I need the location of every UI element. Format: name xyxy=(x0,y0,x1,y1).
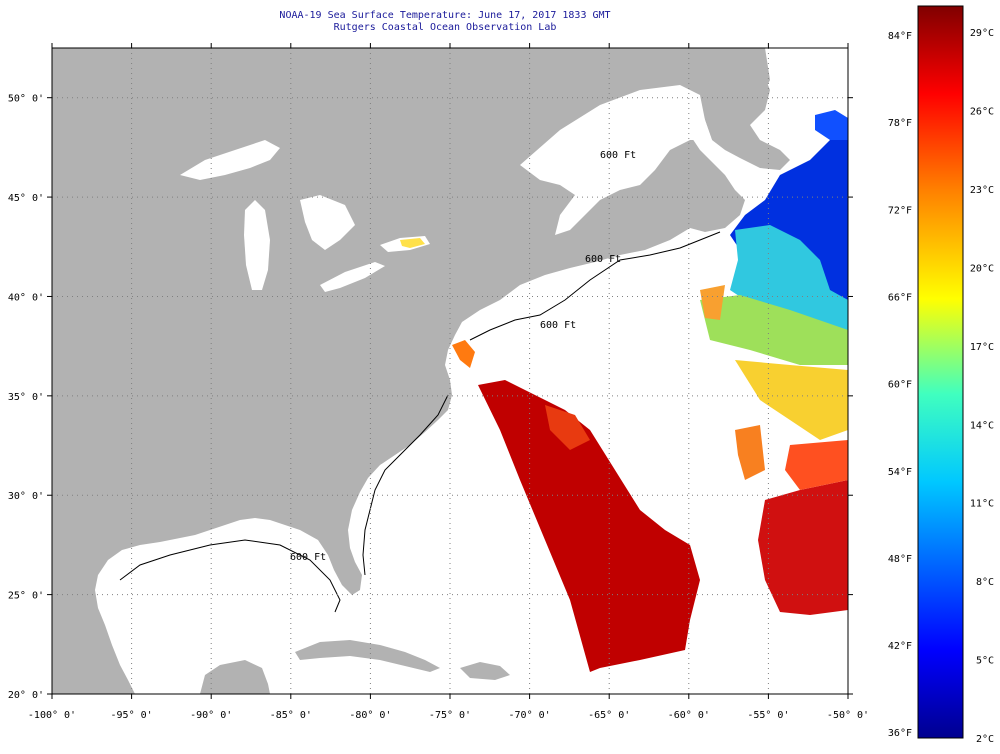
sst-orange xyxy=(735,425,765,480)
colorbar-c-label: 8°C xyxy=(976,577,994,588)
colorbar-f-label: 66°F xyxy=(888,292,912,303)
shelf-contour xyxy=(469,231,721,341)
latitude-labels: 20° 0' 25° 0' 30° 0' 35° 0' 40° 0' 45° 0' 50° … xyxy=(8,94,44,701)
lake-erie xyxy=(320,262,385,292)
lat-tick-label: 30° 0' xyxy=(8,491,44,502)
lake-michigan xyxy=(244,200,270,290)
land-cuba xyxy=(295,640,440,672)
map-subtitle: Rutgers Coastal Ocean Observation Lab xyxy=(333,22,557,33)
colorbar-f-label: 54°F xyxy=(888,467,912,478)
colorbar-c-label: 17°C xyxy=(970,342,994,353)
colorbar-c-label: 11°C xyxy=(970,499,994,510)
colorbar-f-label: 78°F xyxy=(888,118,912,129)
lat-tick-label: 20° 0' xyxy=(8,690,44,701)
contour-label: 600 Ft xyxy=(600,150,636,161)
lon-tick-label: -85° 0' xyxy=(270,710,312,721)
lon-tick-label: -100° 0' xyxy=(28,710,76,721)
contour-label: 600 Ft xyxy=(540,320,576,331)
colorbar-f-label: 72°F xyxy=(888,205,912,216)
sst-swath-east xyxy=(758,480,848,615)
land-newfoundland xyxy=(698,55,790,170)
contour-label: 600 Ft xyxy=(585,254,621,265)
gulf-contour xyxy=(119,539,341,613)
contour-label: 600 Ft xyxy=(290,552,326,563)
lon-tick-label: -50° 0' xyxy=(827,710,869,721)
lon-tick-label: -95° 0' xyxy=(111,710,153,721)
colorbar-f-label: 42°F xyxy=(888,641,912,652)
sst-swath-west-warm xyxy=(545,405,590,450)
lat-tick-label: 50° 0' xyxy=(8,94,44,105)
gulf-st-lawrence xyxy=(520,85,712,235)
sst-mid-yellow xyxy=(735,360,848,440)
land-nova-scotia xyxy=(688,195,718,228)
lon-tick-label: -60° 0' xyxy=(668,710,710,721)
colorbar-f-label: 84°F xyxy=(888,31,912,42)
sst-swath-east-warm xyxy=(785,440,848,490)
lake-superior xyxy=(180,140,280,180)
colorbar-f-label: 60°F xyxy=(888,380,912,391)
colorbar-fahrenheit-labels: 84°F 78°F 72°F 66°F 60°F 54°F 48°F 42°F 36°F xyxy=(888,31,912,739)
map-title: NOAA-19 Sea Surface Temperature: June 17… xyxy=(279,10,611,21)
colorbar-c-label: 20°C xyxy=(970,263,994,274)
lat-tick-label: 40° 0' xyxy=(8,292,44,303)
lon-tick-label: -70° 0' xyxy=(509,710,551,721)
land-hispaniola xyxy=(460,662,510,680)
sst-swath-west xyxy=(478,380,700,672)
lake-ontario-sst xyxy=(400,238,425,248)
colorbar-c-label: 14°C xyxy=(970,420,994,431)
colorbar-f-label: 36°F xyxy=(888,728,912,739)
colorbar-c-label: 26°C xyxy=(970,107,994,118)
colorbar xyxy=(917,5,964,739)
frame-ticks xyxy=(47,43,853,699)
lon-tick-label: -75° 0' xyxy=(429,710,471,721)
lon-tick-label: -90° 0' xyxy=(190,710,232,721)
colorbar-c-label: 29°C xyxy=(970,28,994,39)
colorbar-c-label: 23°C xyxy=(970,185,994,196)
lon-tick-label: -80° 0' xyxy=(349,710,391,721)
shelf-contour-south xyxy=(362,394,449,576)
lat-tick-label: 35° 0' xyxy=(8,392,44,403)
sst-mid-green xyxy=(700,295,848,365)
sst-cold-patch xyxy=(815,110,848,140)
lon-tick-label: -65° 0' xyxy=(588,710,630,721)
land-yucatan xyxy=(200,660,270,694)
lake-huron xyxy=(300,195,355,250)
colorbar-celsius-labels: 29°C 26°C 23°C 20°C 17°C 14°C 11°C 8°C 5°C 2°C xyxy=(970,28,994,745)
colorbar-c-label: 5°C xyxy=(976,656,994,667)
colorbar-c-label: 2°C xyxy=(976,734,994,745)
sst-swath-west-edge xyxy=(452,340,475,368)
lon-tick-label: -55° 0' xyxy=(747,710,789,721)
colorbar-f-label: 48°F xyxy=(888,554,912,565)
lat-tick-label: 25° 0' xyxy=(8,591,44,602)
longitude-labels: -100° 0' -95° 0' -90° 0' -85° 0' -80° 0' -75°… xyxy=(28,710,869,721)
lat-tick-label: 45° 0' xyxy=(8,193,44,204)
sst-orange-2 xyxy=(700,285,725,320)
